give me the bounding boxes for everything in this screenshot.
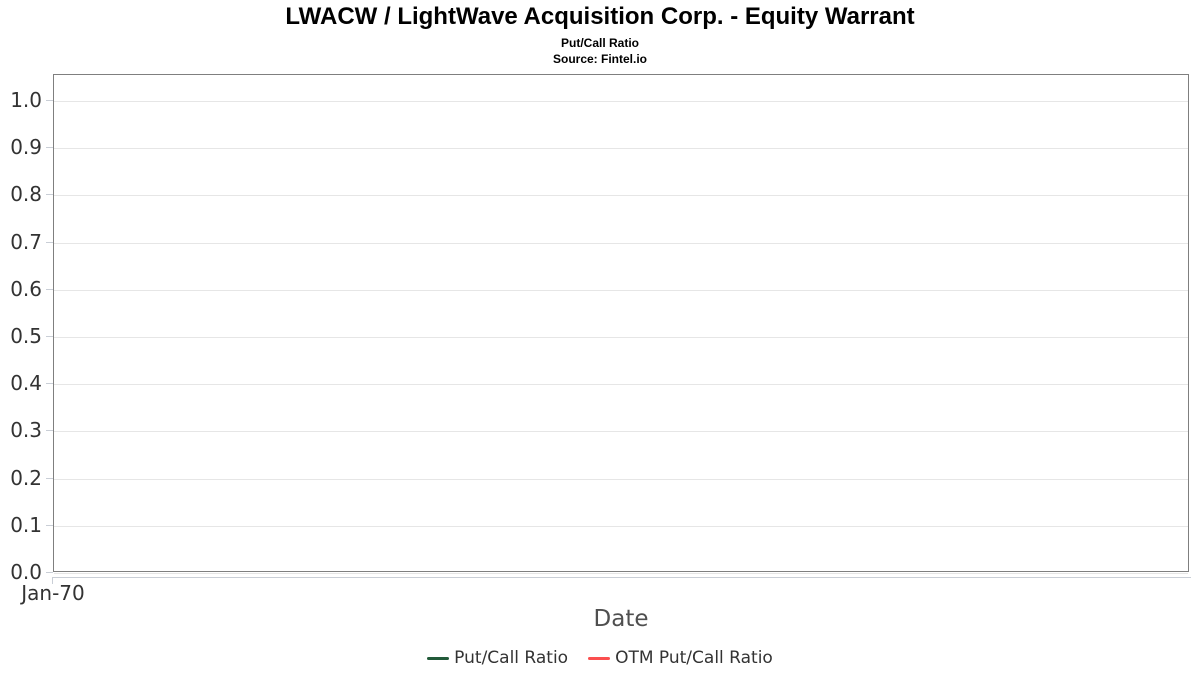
- y-gridline: [54, 195, 1188, 196]
- y-gridline: [54, 290, 1188, 291]
- legend-item-otm-put-call-ratio[interactable]: OTM Put/Call Ratio: [588, 648, 773, 668]
- y-axis-tick: [46, 194, 53, 195]
- y-axis-tick: [46, 525, 53, 526]
- y-axis-tick: [46, 100, 53, 101]
- y-tick-label: 0.1: [10, 513, 42, 537]
- y-tick-label: 0.4: [10, 371, 42, 395]
- x-axis-title: Date: [593, 606, 649, 632]
- legend-label: OTM Put/Call Ratio: [615, 648, 773, 668]
- y-gridline: [54, 479, 1188, 480]
- legend: Put/Call Ratio OTM Put/Call Ratio: [0, 646, 1200, 670]
- chart-title: LWACW / LightWave Acquisition Corp. - Eq…: [285, 3, 915, 30]
- y-axis-tick: [46, 383, 53, 384]
- legend-label: Put/Call Ratio: [454, 648, 569, 668]
- y-gridline: [54, 243, 1188, 244]
- put-call-ratio-line-swatch: [427, 656, 450, 660]
- y-gridline: [54, 337, 1188, 338]
- y-tick-label: 0.6: [10, 277, 42, 301]
- y-gridline: [54, 431, 1188, 432]
- x-axis-line: [53, 577, 1191, 578]
- y-axis-tick: [46, 242, 53, 243]
- otm-put-call-ratio-line-swatch: [588, 656, 611, 660]
- y-gridline: [54, 148, 1188, 149]
- x-axis-tick: [52, 577, 53, 584]
- y-tick-label: 0.5: [10, 324, 42, 348]
- y-tick-label: 0.0: [10, 560, 42, 584]
- y-tick-label: 0.9: [10, 135, 42, 159]
- y-gridline: [54, 526, 1188, 527]
- y-axis-tick: [46, 478, 53, 479]
- y-tick-label: 1.0: [10, 88, 42, 112]
- y-axis-tick: [46, 336, 53, 337]
- plot-area: [53, 74, 1189, 574]
- y-axis-tick: [46, 430, 53, 431]
- y-tick-label: 0.2: [10, 466, 42, 490]
- y-gridline: [54, 573, 1188, 574]
- y-gridline: [54, 101, 1188, 102]
- y-tick-label: 0.8: [10, 182, 42, 206]
- legend-item-put-call-ratio[interactable]: Put/Call Ratio: [427, 648, 568, 668]
- y-tick-label: 0.7: [10, 230, 42, 254]
- y-axis-tick: [46, 147, 53, 148]
- y-tick-label: 0.3: [10, 418, 42, 442]
- x-tick-label: Jan-70: [21, 581, 85, 605]
- chart-source: Source: Fintel.io: [552, 52, 647, 66]
- y-gridline: [54, 384, 1188, 385]
- y-axis-tick: [46, 289, 53, 290]
- y-axis-tick: [46, 572, 53, 573]
- chart-subtitle: Put/Call Ratio: [560, 36, 639, 50]
